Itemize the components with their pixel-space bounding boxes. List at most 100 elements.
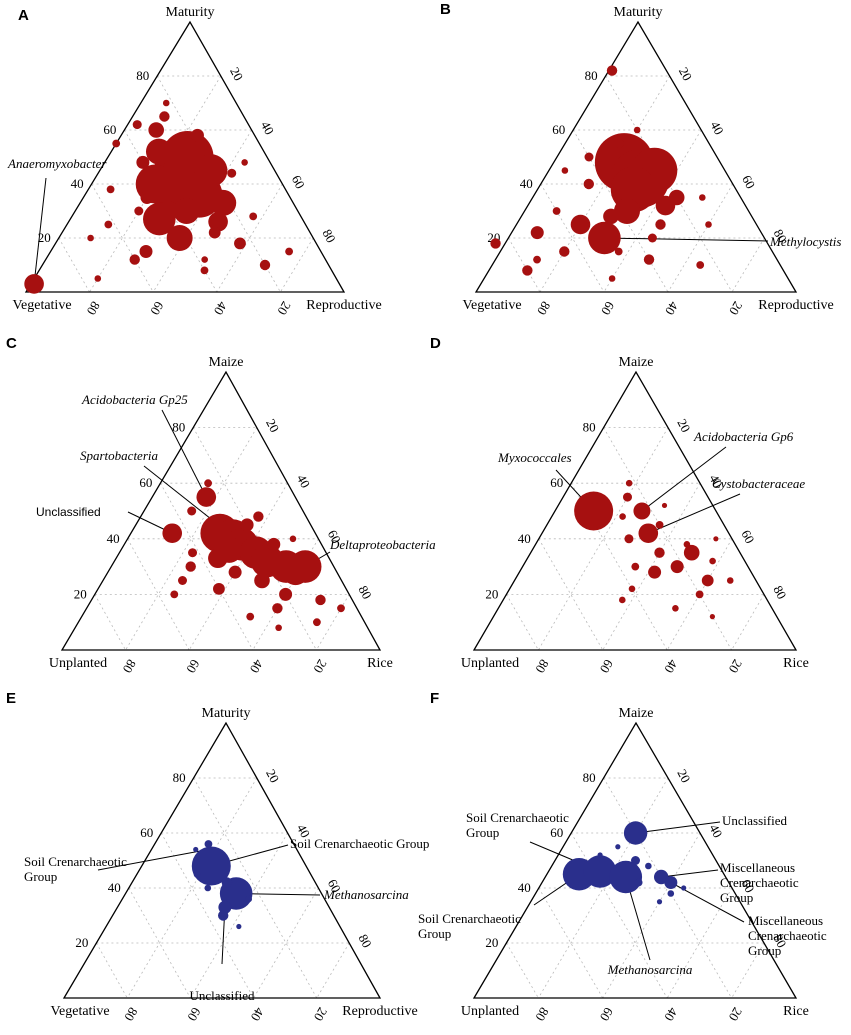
vertex-label-right: Rice: [367, 656, 393, 671]
tick-label-left: 60: [552, 122, 565, 137]
tick-label-left: 40: [518, 531, 531, 546]
data-bubble: [633, 126, 641, 134]
annotation-label: Unclassified: [190, 988, 255, 1003]
tick-label-bottom: 40: [661, 1005, 680, 1024]
tick-label-bottom: 20: [726, 299, 745, 318]
annotation-label: Cystobacteraceae: [712, 476, 805, 491]
annotation-label: Myxococcales: [497, 450, 572, 465]
grid-line: [538, 887, 604, 999]
annotation-label: Acidobacteria Gp25: [81, 392, 188, 407]
vertex-label-top: Maturity: [202, 706, 251, 721]
data-bubble: [275, 624, 282, 632]
data-bubble: [584, 152, 594, 162]
data-bubble: [337, 604, 345, 613]
data-bubble: [561, 167, 569, 174]
data-bubble: [709, 557, 716, 565]
vertex-label-right: Rice: [783, 1004, 809, 1019]
data-bubble: [228, 565, 242, 579]
data-bubble: [705, 221, 712, 228]
tick-label-right: 40: [294, 822, 313, 841]
tick-label-bottom: 60: [183, 657, 202, 676]
data-bubble: [240, 518, 254, 532]
data-bubble: [696, 261, 705, 269]
data-bubble: [615, 844, 621, 850]
ternary-triangle: [474, 20, 798, 293]
grid-line: [94, 594, 126, 651]
ternary-triangle: [472, 370, 798, 651]
data-bubble: [625, 479, 633, 487]
data-bubble: [654, 547, 665, 558]
grid-line: [125, 427, 258, 651]
grid-line: [253, 887, 319, 999]
vertex-label-right: Reproductive: [342, 1004, 417, 1019]
tick-label-left: 20: [38, 230, 51, 245]
panel-label: D: [430, 335, 441, 352]
grid-line: [508, 237, 541, 293]
data-bubble: [713, 536, 719, 542]
data-bubble: [193, 870, 201, 878]
grid-line: [602, 832, 701, 999]
annotation-label: Miscellaneous Crenarchaeotic Group: [748, 913, 827, 958]
data-bubble: [656, 899, 663, 905]
data-bubble: [87, 234, 94, 242]
data-bubble: [289, 535, 297, 543]
tick-label-bottom: 80: [120, 657, 139, 676]
grid-line: [666, 538, 733, 651]
vertex-label-top: Maize: [619, 706, 654, 721]
data-bubble: [227, 168, 237, 178]
data-bubble: [94, 275, 102, 282]
data-bubble: [221, 877, 233, 888]
grid-line: [731, 594, 765, 651]
data-bubble: [208, 226, 221, 239]
data-bubble: [193, 846, 199, 853]
panel-label: B: [440, 1, 451, 18]
data-bubble: [204, 884, 212, 892]
annotation-label: Miscellaneous Crenarchaeotic Group: [720, 860, 799, 905]
annotation-label: Unclassified: [36, 505, 101, 519]
grid-line: [506, 942, 539, 999]
tick-label-right: 40: [706, 822, 725, 841]
data-bubble: [185, 561, 196, 572]
data-bubble: [191, 846, 231, 886]
data-bubble: [606, 65, 618, 76]
vertex-label-top: Maturity: [614, 5, 663, 20]
data-bubble: [699, 194, 706, 201]
data-bubble: [234, 237, 246, 250]
data-bubble: [190, 128, 204, 142]
grid-line: [152, 129, 252, 293]
grid-line: [216, 183, 283, 293]
data-bubble: [583, 855, 617, 888]
data-bubble: [570, 214, 591, 235]
tick-label-right: 60: [739, 173, 758, 192]
ternary-panel-c: C Maize Unplanted Rice 20 20 80 40 40 60 60 60 40 80 8…: [6, 335, 436, 676]
data-bubble: [159, 111, 170, 122]
data-bubble: [170, 590, 179, 599]
grid-line: [570, 483, 668, 651]
ternary-panel-a: A Maturity Vegetative Reproductive 20 20 80 40 4…: [7, 5, 382, 318]
vertex-label-left: Unplanted: [461, 1004, 519, 1019]
ternary-panel-f: F Maize Unplanted Rice 20 20 80 40 40 60 60 60 40 80 8…: [418, 690, 827, 1024]
tick-label-right: 60: [325, 527, 344, 546]
tick-label-left: 60: [103, 122, 116, 137]
data-bubble: [701, 574, 714, 587]
tick-label-bottom: 20: [726, 657, 745, 676]
tick-label-bottom: 40: [248, 1005, 267, 1024]
data-bubble: [668, 189, 685, 206]
tick-label-left: 80: [583, 420, 596, 435]
tick-label-bottom: 80: [534, 299, 553, 318]
grid-line: [96, 942, 128, 999]
ternary-triangle: [472, 721, 798, 999]
data-bubble: [313, 618, 321, 627]
data-bubble: [162, 523, 183, 544]
tick-label-right: 20: [263, 767, 282, 786]
ternary-triangle: [24, 20, 346, 293]
vertex-label-left: Vegetative: [462, 298, 521, 313]
data-bubble: [533, 255, 541, 264]
data-bubble: [597, 852, 603, 858]
tick-label-left: 40: [520, 176, 533, 191]
grid-line: [540, 183, 605, 293]
annotation-leader-line: [648, 493, 741, 534]
data-bubble: [112, 139, 121, 148]
annotation-leader-line: [33, 177, 47, 284]
tick-label-left: 60: [139, 475, 152, 490]
